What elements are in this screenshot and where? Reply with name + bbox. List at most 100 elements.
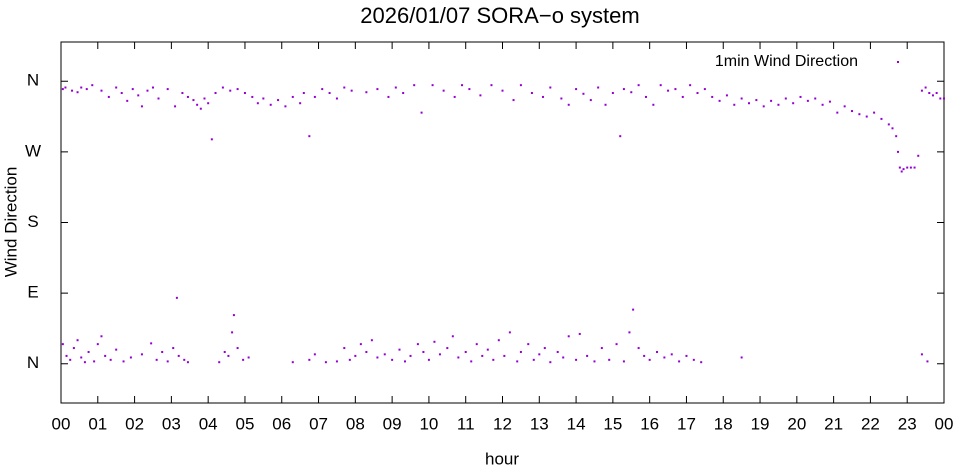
point	[442, 89, 445, 92]
point	[151, 86, 154, 89]
point	[851, 110, 854, 113]
point	[85, 88, 88, 91]
point	[404, 360, 407, 363]
point	[799, 95, 802, 98]
point	[527, 343, 530, 346]
point	[210, 138, 213, 141]
legend-label: 1min Wind Direction	[715, 53, 858, 70]
point	[402, 92, 405, 95]
y-tick-label: W	[25, 141, 41, 160]
point	[575, 88, 578, 91]
point	[828, 100, 831, 103]
point	[72, 347, 75, 350]
point	[96, 343, 99, 346]
point	[157, 97, 160, 100]
point	[196, 103, 199, 106]
point	[814, 97, 817, 100]
point	[659, 84, 662, 87]
point	[909, 166, 912, 169]
point	[733, 103, 736, 106]
point	[365, 91, 368, 94]
point	[232, 314, 235, 317]
point	[913, 166, 916, 169]
point	[308, 135, 311, 138]
x-tick-label: 06	[272, 414, 291, 433]
point	[637, 347, 640, 350]
point	[457, 356, 460, 359]
point	[656, 350, 659, 353]
point	[549, 361, 552, 364]
point	[150, 342, 153, 345]
point	[140, 105, 143, 108]
point	[324, 361, 327, 364]
point	[541, 95, 544, 98]
point	[479, 94, 482, 97]
point	[243, 92, 246, 95]
x-tick-label: 14	[567, 414, 586, 433]
x-tick-label: 13	[530, 414, 549, 433]
point	[519, 84, 522, 87]
point	[431, 84, 434, 87]
x-tick-label: 09	[383, 414, 402, 433]
point	[166, 360, 169, 363]
point	[562, 356, 565, 359]
point	[490, 84, 493, 87]
point	[398, 348, 401, 351]
point	[836, 111, 839, 114]
point	[221, 86, 224, 89]
point	[508, 331, 511, 334]
point	[308, 358, 311, 361]
point	[880, 117, 883, 120]
point	[902, 168, 905, 171]
x-tick-label: 12	[493, 414, 512, 433]
x-tick-label: 00	[935, 414, 954, 433]
point	[214, 92, 217, 95]
point	[335, 360, 338, 363]
chart-title: 2026/01/07 SORA−o system	[360, 3, 639, 28]
point	[887, 123, 890, 126]
point	[600, 347, 603, 350]
point	[115, 348, 118, 351]
point	[696, 92, 699, 95]
point	[678, 360, 681, 363]
point	[538, 353, 541, 356]
point	[140, 353, 143, 356]
point	[83, 361, 86, 364]
x-tick-label: 05	[235, 414, 254, 433]
point	[648, 358, 651, 361]
point	[370, 339, 373, 342]
point	[146, 89, 149, 92]
point	[685, 354, 688, 357]
point	[468, 88, 471, 91]
point	[376, 88, 379, 91]
point	[313, 353, 316, 356]
point	[615, 343, 618, 346]
point	[242, 358, 245, 361]
point	[597, 86, 600, 89]
x-tick-label: 20	[787, 414, 806, 433]
point	[80, 356, 83, 359]
point	[433, 340, 436, 343]
point	[567, 103, 570, 106]
point	[302, 92, 305, 95]
point	[218, 361, 221, 364]
point	[622, 88, 625, 91]
point	[227, 354, 230, 357]
point	[269, 103, 272, 106]
point	[69, 358, 72, 361]
point	[593, 360, 596, 363]
point	[93, 360, 96, 363]
point	[453, 95, 456, 98]
plot-frame	[60, 41, 945, 404]
point	[416, 343, 419, 346]
y-tick-label: S	[27, 212, 38, 231]
point	[643, 354, 646, 357]
x-tick-label: 17	[677, 414, 696, 433]
point	[549, 86, 552, 89]
point	[76, 339, 79, 342]
point	[663, 356, 666, 359]
point	[670, 353, 673, 356]
x-tick-label: 16	[640, 414, 659, 433]
point	[770, 99, 773, 102]
